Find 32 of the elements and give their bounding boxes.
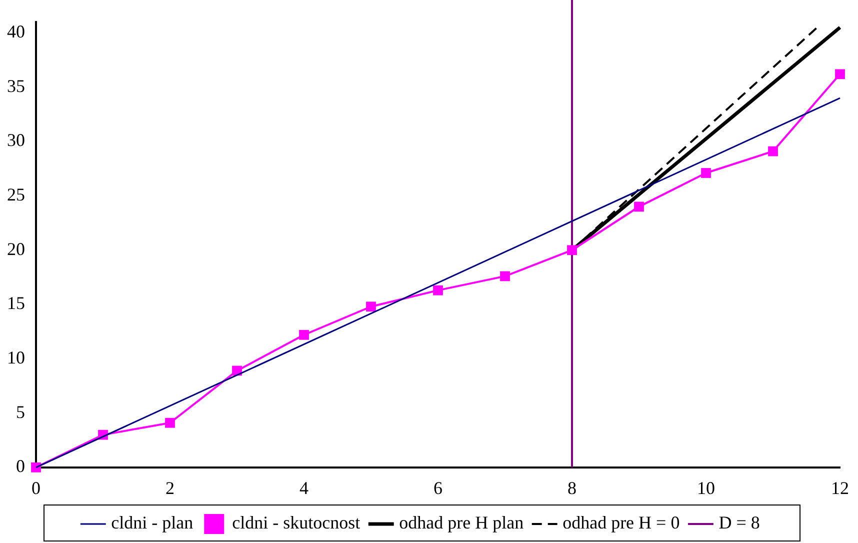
x-tick-label: 12 [831, 478, 849, 498]
y-tick-label: 10 [7, 348, 25, 368]
x-tick-label: 6 [434, 478, 442, 498]
point [366, 302, 376, 312]
point [567, 245, 577, 256]
point [835, 69, 845, 80]
y-tick-label: 35 [7, 76, 25, 96]
y-tick-label: 40 [7, 22, 25, 42]
point [165, 418, 175, 428]
y-tick-label: 15 [7, 293, 25, 314]
x-tick-label: 4 [300, 478, 308, 498]
point [634, 202, 644, 212]
x-tick-label: 0 [32, 478, 40, 498]
y-tick-label: 5 [16, 402, 25, 422]
x-tick-label: 2 [166, 478, 174, 498]
y-tick-label: 30 [7, 130, 25, 150]
x-tick-label: 8 [568, 478, 576, 498]
legend-label: D = 8 [718, 512, 760, 533]
y-tick-label: 20 [7, 238, 25, 259]
y-tick-label: 25 [7, 184, 25, 205]
legend-label: odhad pre H plan [399, 512, 524, 533]
point [500, 271, 510, 282]
point [768, 146, 778, 156]
point [31, 462, 41, 472]
point [299, 330, 309, 340]
x-tick-label: 10 [697, 478, 715, 498]
legend-label: cldni - plan [111, 512, 194, 533]
y-tick-label: 0 [16, 456, 25, 476]
legend-label: cldni - skutocnost [232, 512, 360, 533]
point [433, 285, 443, 296]
point [701, 168, 711, 178]
legend-label: odhad pre H = 0 [562, 512, 680, 533]
